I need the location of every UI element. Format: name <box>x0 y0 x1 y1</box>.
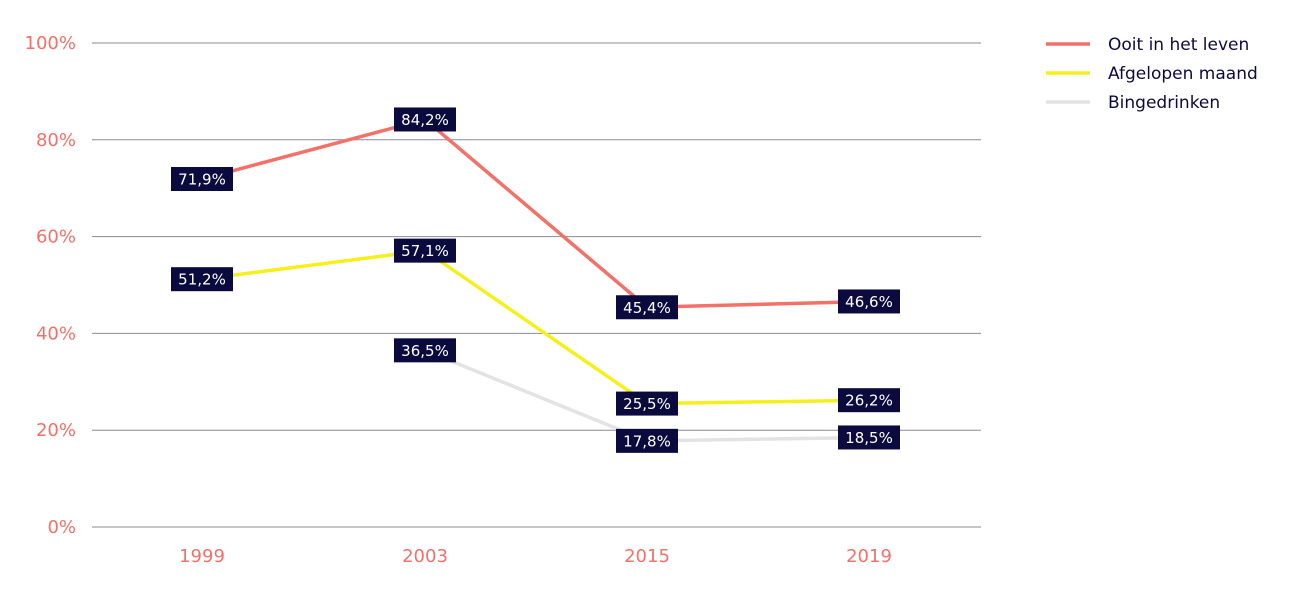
y-tick-label: 60% <box>36 227 76 248</box>
x-tick-label: 2019 <box>846 546 892 567</box>
data-label: 45,4% <box>616 295 678 320</box>
data-label: 71,9% <box>171 167 233 192</box>
data-label-text: 45,4% <box>623 299 671 317</box>
data-label: 18,5% <box>838 425 900 450</box>
data-label-text: 17,8% <box>623 432 671 450</box>
data-labels: 71,9% 84,2% 45,4% 46,6% 51,2% 57,1% 25,5% 26,2%… <box>171 107 900 453</box>
legend-label: Bingedrinken <box>1108 93 1220 113</box>
data-label-box <box>616 391 678 416</box>
data-label: 57,1% <box>394 238 456 263</box>
y-tick-label: 100% <box>25 33 76 54</box>
data-label-box <box>394 238 456 263</box>
series-lines <box>200 117 871 443</box>
x-tick-label: 2003 <box>402 546 448 567</box>
legend-item: Afgelopen maand <box>1046 64 1258 84</box>
data-label: 46,6% <box>838 289 900 314</box>
data-label-text: 71,9% <box>178 171 226 189</box>
data-label-text: 51,2% <box>178 271 226 289</box>
y-tick-label: 0% <box>47 517 76 538</box>
data-label: 84,2% <box>394 107 456 132</box>
data-label-box <box>838 289 900 314</box>
legend: Ooit in het leven Afgelopen maand Bingedri… <box>1046 35 1258 113</box>
y-axis-ticks: 0% 20% 40% 60% 80% 100% <box>25 33 76 538</box>
legend-item: Bingedrinken <box>1046 93 1220 113</box>
x-axis-ticks: 1999 2003 2015 2019 <box>179 546 892 567</box>
data-label: 17,8% <box>616 428 678 453</box>
data-label-box <box>171 267 233 292</box>
data-label-text: 84,2% <box>401 111 449 129</box>
legend-label: Afgelopen maand <box>1108 64 1258 84</box>
data-label-text: 26,2% <box>845 392 893 410</box>
x-tick-label: 1999 <box>179 546 225 567</box>
data-label: 26,2% <box>838 388 900 413</box>
data-label-box <box>616 428 678 453</box>
data-label-text: 18,5% <box>845 429 893 447</box>
legend-item: Ooit in het leven <box>1046 35 1249 55</box>
data-label-text: 57,1% <box>401 242 449 260</box>
y-tick-label: 20% <box>36 420 76 441</box>
y-tick-label: 80% <box>36 130 76 151</box>
legend-label: Ooit in het leven <box>1108 35 1249 55</box>
data-label-box <box>394 107 456 132</box>
data-label-box <box>838 425 900 450</box>
data-label-box <box>171 167 233 192</box>
data-label: 25,5% <box>616 391 678 416</box>
y-tick-label: 40% <box>36 323 76 344</box>
data-label-text: 46,6% <box>845 293 893 311</box>
series-line <box>200 117 871 310</box>
data-label-box <box>394 338 456 363</box>
data-label: 36,5% <box>394 338 456 363</box>
data-label-text: 36,5% <box>401 342 449 360</box>
data-label-text: 25,5% <box>623 395 671 413</box>
data-label: 51,2% <box>171 267 233 292</box>
series-line <box>200 248 871 406</box>
data-label-box <box>838 388 900 413</box>
data-label-box <box>616 295 678 320</box>
gridlines <box>92 42 981 528</box>
x-tick-label: 2015 <box>624 546 670 567</box>
